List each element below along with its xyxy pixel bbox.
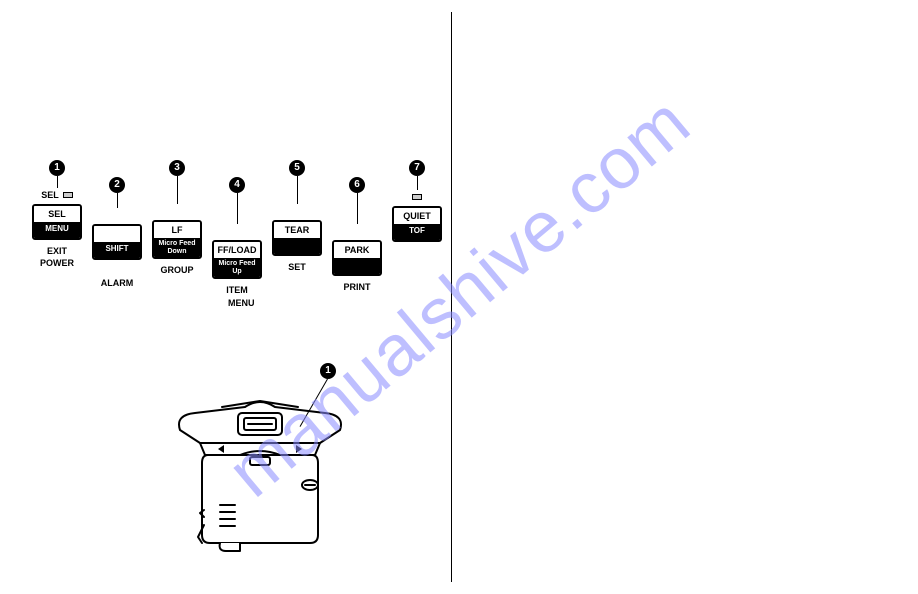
under-label: PRINT [344, 282, 371, 305]
button-top-label: SEL [34, 206, 80, 222]
panel-button[interactable]: PARK [332, 240, 382, 276]
button-top-label: LF [154, 222, 200, 238]
callout-badge: 7 [409, 160, 425, 176]
callout-leader [237, 193, 238, 224]
led-icon [63, 192, 73, 198]
under-label: SET [288, 262, 306, 285]
indicator-label: SEL [41, 190, 59, 200]
panel-button[interactable]: QUIETTOF [392, 206, 442, 242]
button-bottom-label [334, 258, 380, 274]
panel-button[interactable]: LFMicro Feed Down [152, 220, 202, 259]
callout-badge: 2 [109, 177, 125, 193]
button-column: 3 LFMicro Feed Down GROUP [152, 160, 202, 309]
button-column: 7 QUIETTOF [392, 160, 442, 309]
callout-leader [57, 176, 58, 188]
printer-illustration: 1 [160, 375, 360, 565]
button-top-label: TEAR [274, 222, 320, 238]
button-top-label: QUIET [394, 208, 440, 224]
button-bottom-label: MENU [34, 222, 80, 238]
button-bottom-label: Micro Feed Down [154, 238, 200, 257]
button-top-label: PARK [334, 242, 380, 258]
printer-callout-badge: 1 [320, 363, 336, 379]
callout-leader [417, 176, 418, 190]
callout-badge: 1 [49, 160, 65, 176]
panel-button[interactable]: SHIFT [92, 224, 142, 260]
button-column: 6 PARK PRINT [332, 160, 382, 309]
callout-badge: 3 [169, 160, 185, 176]
panel-button[interactable]: TEAR [272, 220, 322, 256]
callout-leader [297, 176, 298, 204]
button-column: 2 SHIFT ALARM [92, 160, 142, 309]
under-label: ALARM [101, 266, 134, 289]
under-label: GROUP [160, 265, 193, 288]
button-panel: 1SELSELMENUEXITPOWER2SHIFT ALARM3LFMicro… [32, 160, 442, 309]
indicator-row: SEL [41, 188, 73, 202]
button-bottom-label: Micro Feed Up [214, 258, 260, 277]
under-label [416, 248, 419, 271]
button-bottom-label: SHIFT [94, 242, 140, 258]
callout-leader [177, 176, 178, 204]
callout-leader [117, 193, 118, 208]
led-icon [412, 194, 422, 200]
panel-button[interactable]: FF/LOADMicro Feed Up [212, 240, 262, 279]
menu-group-label: MENU [228, 298, 255, 308]
button-column: 5 TEAR SET [272, 160, 322, 309]
button-column: 4FF/LOADMicro Feed UpITEM [212, 160, 262, 309]
panel-button[interactable]: SELMENU [32, 204, 82, 240]
callout-leader [357, 193, 358, 224]
callout-badge: 5 [289, 160, 305, 176]
button-top-label: FF/LOAD [214, 242, 260, 258]
indicator-row [412, 190, 422, 204]
under-label: EXITPOWER [40, 246, 74, 269]
button-top-label [94, 226, 140, 242]
callout-badge: 6 [349, 177, 365, 193]
callout-badge: 4 [229, 177, 245, 193]
button-bottom-label: TOF [394, 224, 440, 240]
button-bottom-label [274, 238, 320, 254]
printer-svg [160, 375, 360, 565]
button-column: 1SELSELMENUEXITPOWER [32, 160, 82, 309]
column-divider [451, 12, 452, 582]
